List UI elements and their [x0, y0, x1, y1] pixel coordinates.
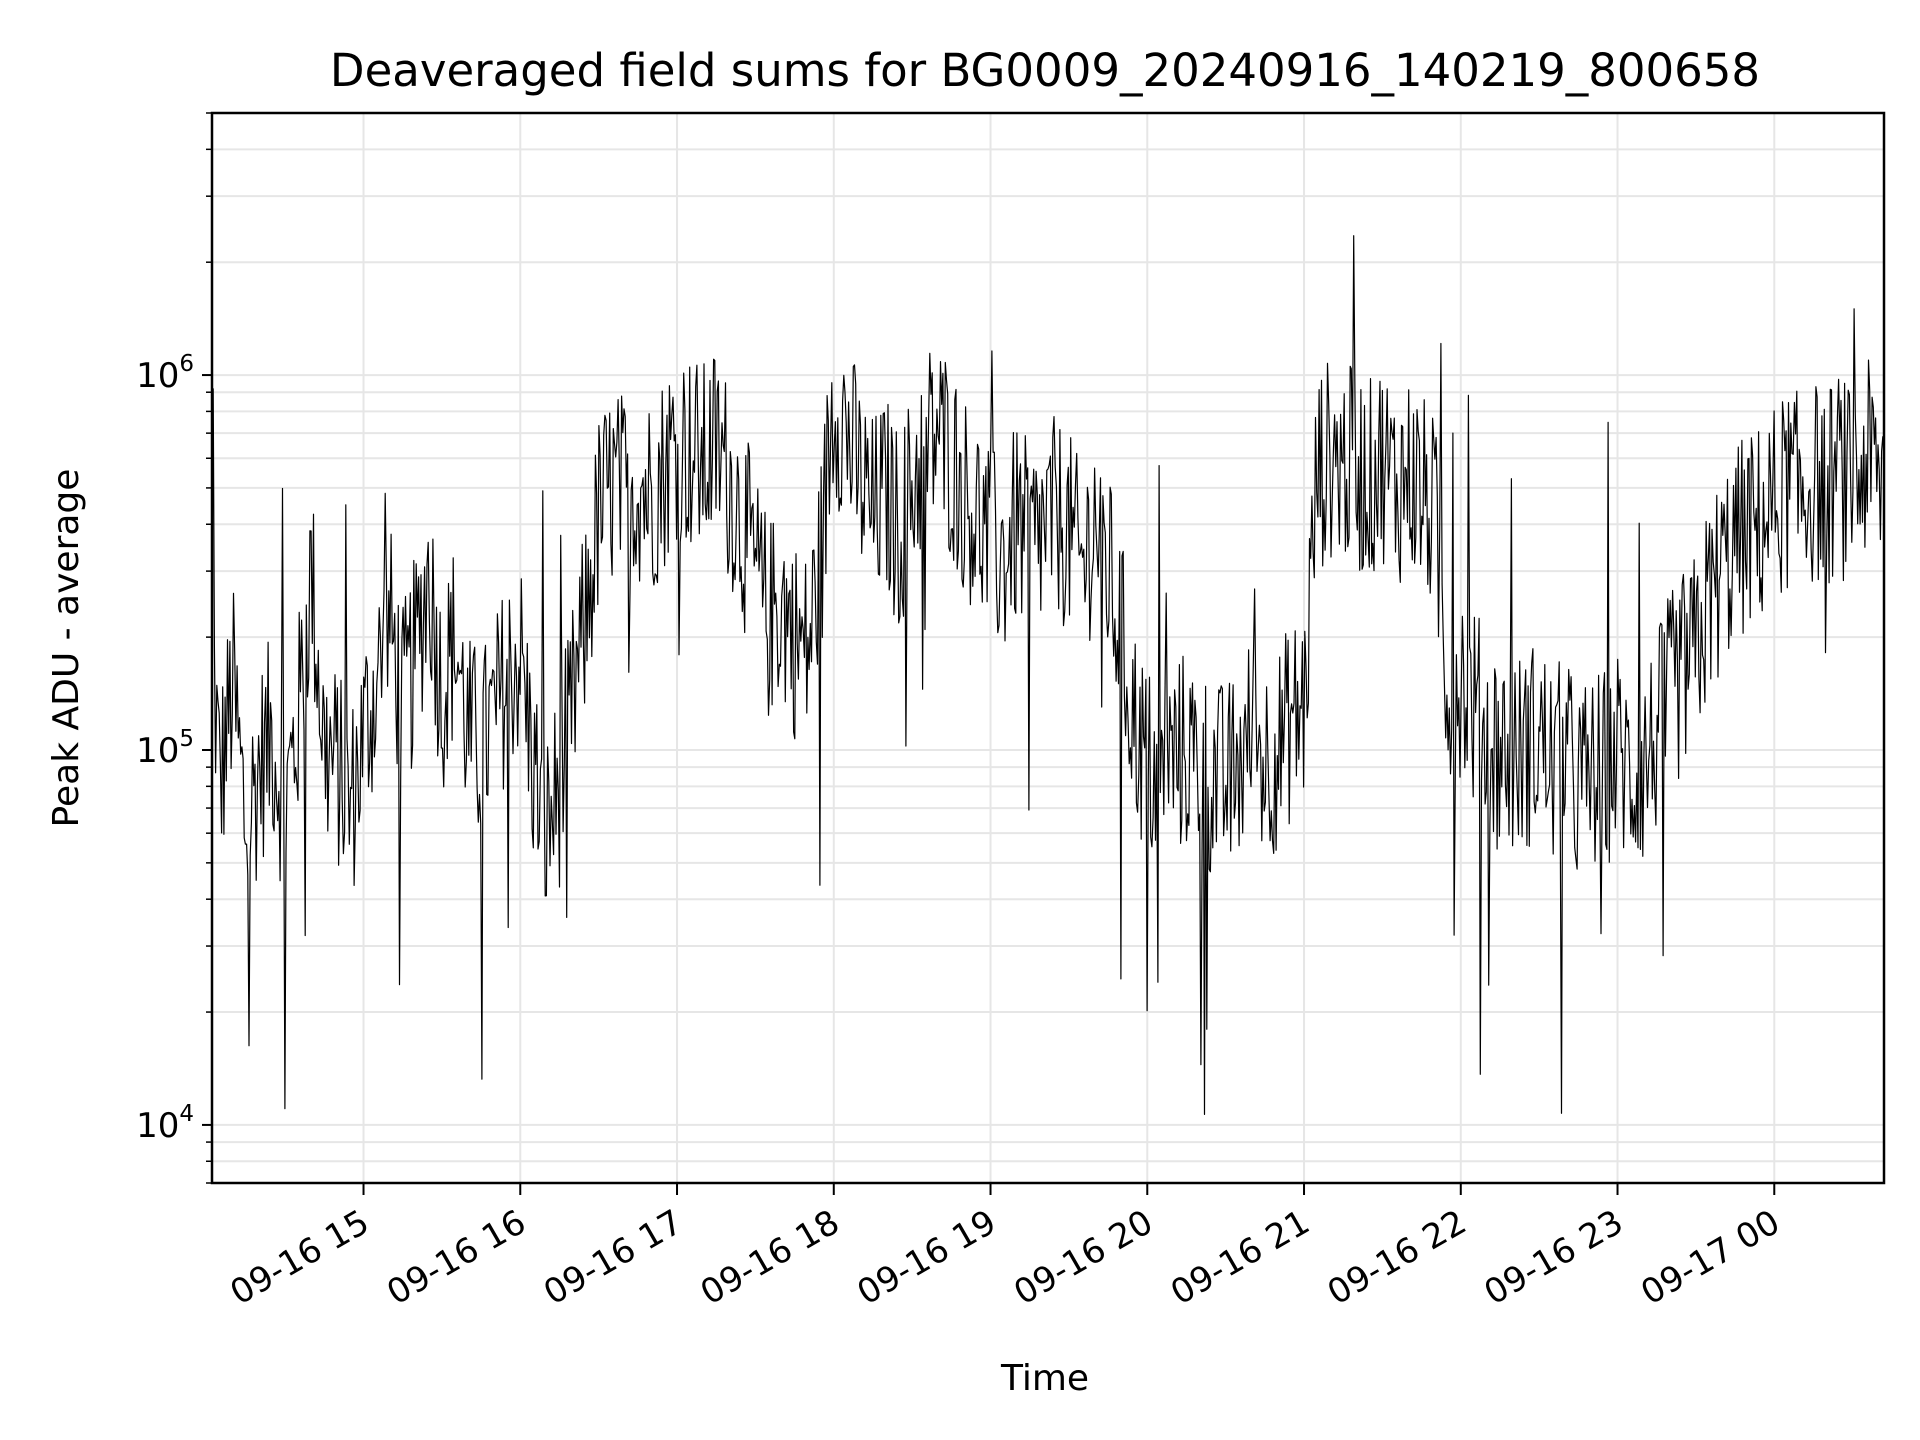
grid-lines [212, 112, 1884, 1184]
y-tick-label: 106 [136, 351, 194, 396]
x-tick-label: 09-16 16 [380, 1202, 532, 1313]
x-tick-label: 09-16 17 [537, 1202, 689, 1313]
x-tick-label: 09-16 20 [1007, 1202, 1159, 1313]
x-tick-label: 09-16 23 [1478, 1202, 1630, 1313]
chart-title: Deaveraged field sums for BG0009_2024091… [330, 44, 1760, 97]
y-tick-label: 104 [136, 1101, 194, 1146]
y-axis: 104 105 106 [136, 112, 212, 1184]
plot-frame [210, 111, 1886, 1185]
y-tick-label: 105 [136, 726, 194, 771]
x-axis-label: Time [1000, 1358, 1089, 1399]
x-tick-label: 09-16 22 [1321, 1202, 1473, 1313]
plot-area [211, 235, 1885, 1115]
x-tick-label: 09-16 18 [694, 1202, 846, 1313]
y-axis-label: Peak ADU - average [46, 469, 87, 828]
x-tick-label: 09-16 21 [1164, 1202, 1316, 1313]
x-axis: 09-16 15 09-16 16 09-16 17 09-16 18 09-16 19… [224, 1183, 1787, 1313]
series-line [211, 235, 1885, 1115]
x-tick-label: 09-16 19 [851, 1202, 1003, 1313]
x-tick-label: 09-17 00 [1634, 1202, 1786, 1313]
x-tick-label: 09-16 15 [224, 1202, 376, 1313]
